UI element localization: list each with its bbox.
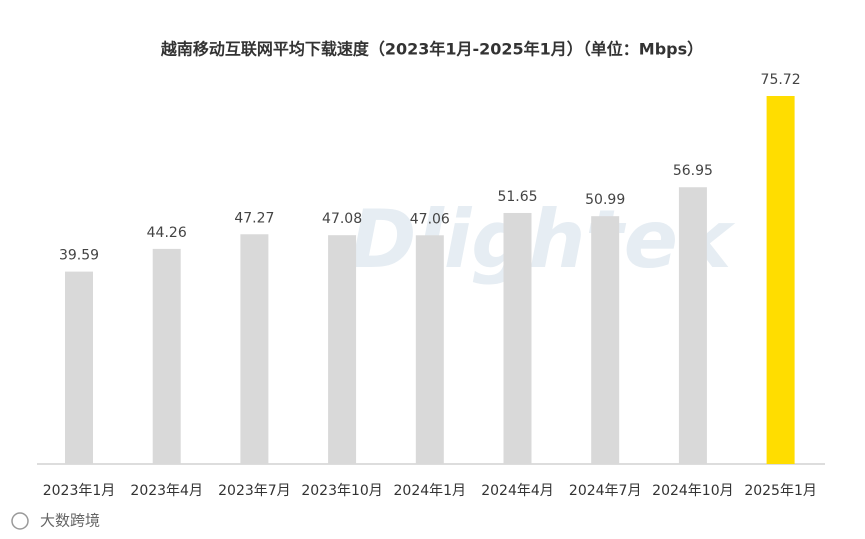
bar [240,234,269,464]
bar [65,271,93,464]
x-tick-label: 2023年7月 [218,483,291,499]
watermark: Dlightek [350,193,736,286]
x-tick-label: 2023年10月 [301,483,382,499]
bar [503,212,532,464]
logo-text: 大数跨境 [40,512,100,530]
x-tick-label: 2024年7月 [569,483,642,499]
value-label: 51.65 [497,189,537,205]
bar [591,216,620,464]
bar [678,187,707,464]
x-tick-label: 2023年4月 [130,483,203,499]
bar [415,235,444,464]
value-label: 39.59 [59,248,99,264]
bar [328,235,357,464]
logo-icon [11,512,29,530]
x-tick-label: 2023年1月 [43,483,116,499]
value-label: 44.26 [147,225,187,241]
value-label: 47.08 [322,211,362,227]
bar [152,248,181,464]
x-tick-label: 2025年1月 [744,483,817,499]
value-label: 47.06 [410,211,450,227]
bar [766,96,795,464]
chart-title: 越南移动互联网平均下载速度（2023年1月-2025年1月）（单位：Mbps） [160,40,703,59]
value-label: 56.95 [673,163,713,179]
x-tick-label: 2024年4月 [481,483,554,499]
x-tick-label: 2024年10月 [652,483,733,499]
value-label: 47.27 [234,210,274,226]
x-tick-label: 2024年1月 [394,483,467,499]
value-label: 75.72 [761,72,801,88]
value-label: 50.99 [585,192,625,208]
